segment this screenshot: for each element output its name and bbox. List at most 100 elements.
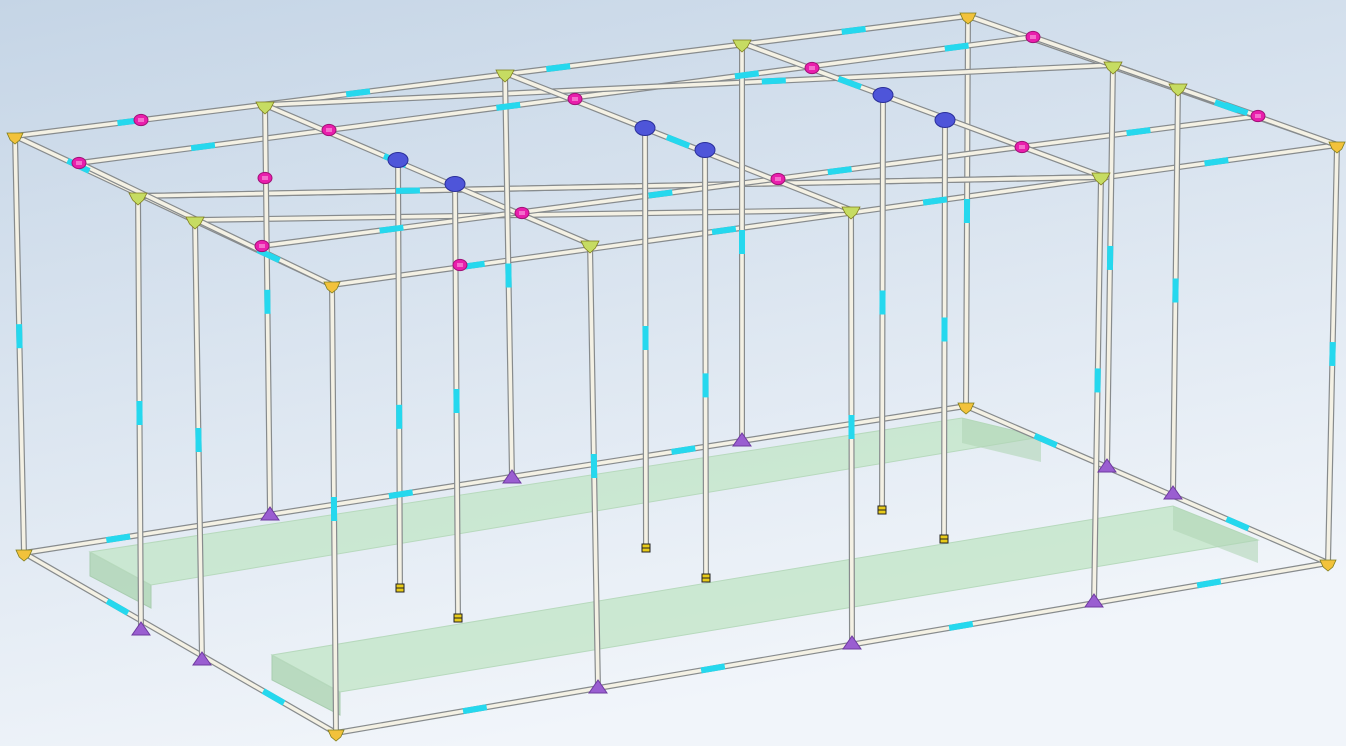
coupler-26[interactable] bbox=[379, 224, 404, 234]
foot-connector-icon[interactable] bbox=[732, 432, 752, 447]
coupler-36[interactable] bbox=[16, 324, 23, 349]
coupler-2[interactable] bbox=[462, 704, 488, 715]
corner-connector-icon[interactable] bbox=[323, 281, 341, 294]
tee-connector-icon[interactable] bbox=[804, 61, 820, 75]
weight-tag-icon[interactable] bbox=[701, 573, 711, 583]
hanger-connector-icon[interactable] bbox=[634, 120, 656, 136]
coupler-27[interactable] bbox=[648, 189, 673, 199]
ridge-connector-icon[interactable] bbox=[580, 240, 600, 254]
coupler-4[interactable] bbox=[948, 620, 974, 631]
pipe-19[interactable] bbox=[263, 63, 1115, 107]
coupler-1[interactable] bbox=[261, 688, 286, 706]
pipe-3[interactable] bbox=[22, 404, 968, 555]
pipe-24[interactable] bbox=[77, 161, 334, 287]
coupler-3[interactable] bbox=[700, 663, 726, 674]
ridge-connector-icon[interactable] bbox=[732, 39, 752, 53]
foot-connector-icon[interactable] bbox=[842, 635, 862, 650]
foot-connector-icon[interactable] bbox=[131, 621, 151, 636]
ridge-connector-icon[interactable] bbox=[1103, 61, 1123, 75]
weight-tag-icon[interactable] bbox=[453, 613, 463, 623]
hanger-connector-icon[interactable] bbox=[694, 142, 716, 158]
pipe-17[interactable] bbox=[77, 35, 1035, 165]
tee-connector-icon[interactable] bbox=[770, 172, 786, 186]
weight-tag-icon[interactable] bbox=[877, 505, 887, 515]
pipe-34[interactable] bbox=[396, 158, 402, 590]
coupler-9[interactable] bbox=[388, 489, 414, 500]
foot-connector-icon[interactable] bbox=[260, 506, 280, 521]
foot-connector-icon[interactable] bbox=[1163, 485, 1183, 500]
coupler-5[interactable] bbox=[1196, 578, 1222, 589]
tee-connector-icon[interactable] bbox=[254, 239, 270, 253]
hanger-connector-icon[interactable] bbox=[387, 152, 409, 168]
tee-connector-icon[interactable] bbox=[71, 156, 87, 170]
pipe-7[interactable] bbox=[13, 14, 970, 138]
ridge-connector-icon[interactable] bbox=[841, 206, 861, 220]
tee-connector-icon[interactable] bbox=[1025, 30, 1041, 44]
corner-connector-icon[interactable] bbox=[957, 402, 975, 415]
coupler-35[interactable] bbox=[1223, 102, 1249, 116]
coupler-6[interactable] bbox=[1225, 516, 1250, 532]
tee-connector-icon[interactable] bbox=[321, 123, 337, 137]
coupler-11[interactable] bbox=[841, 25, 866, 35]
pipe-0[interactable] bbox=[22, 551, 338, 735]
tee-connector-icon[interactable] bbox=[514, 206, 530, 220]
corner-connector-icon[interactable] bbox=[959, 12, 977, 25]
pipe-18[interactable] bbox=[260, 114, 1260, 248]
coupler-0[interactable] bbox=[105, 598, 130, 616]
foot-connector-icon[interactable] bbox=[1097, 458, 1117, 473]
coupler-22[interactable] bbox=[190, 142, 216, 152]
foot-connector-icon[interactable] bbox=[502, 469, 522, 484]
coupler-12[interactable] bbox=[545, 63, 571, 73]
coupler-33[interactable] bbox=[665, 134, 691, 149]
ridge-connector-icon[interactable] bbox=[495, 69, 515, 83]
tee-connector-icon[interactable] bbox=[452, 258, 468, 272]
coupler-34[interactable] bbox=[837, 75, 862, 90]
coupler-29[interactable] bbox=[1126, 127, 1151, 137]
corner-connector-icon[interactable] bbox=[1319, 559, 1337, 572]
coupler-7[interactable] bbox=[1033, 433, 1058, 449]
ridge-connector-icon[interactable] bbox=[1091, 172, 1111, 186]
tee-connector-icon[interactable] bbox=[133, 113, 149, 127]
hanger-connector-icon[interactable] bbox=[444, 176, 466, 192]
foot-connector-icon[interactable] bbox=[192, 651, 212, 666]
corner-connector-icon[interactable] bbox=[15, 549, 33, 562]
coupler-23[interactable] bbox=[496, 101, 521, 111]
coupler-28[interactable] bbox=[827, 166, 852, 176]
weight-tag-icon[interactable] bbox=[641, 543, 651, 553]
pipe-20[interactable] bbox=[263, 103, 592, 246]
coupler-30[interactable] bbox=[761, 77, 786, 85]
coupler-17[interactable] bbox=[922, 196, 948, 206]
coupler-8[interactable] bbox=[671, 445, 696, 455]
corner-connector-icon[interactable] bbox=[1328, 141, 1346, 154]
pipe-2[interactable] bbox=[964, 404, 1330, 565]
foot-connector-icon[interactable] bbox=[588, 679, 608, 694]
weight-tag-icon[interactable] bbox=[939, 534, 949, 544]
pipe-1[interactable] bbox=[334, 561, 1330, 735]
tee-connector-icon[interactable] bbox=[257, 171, 273, 185]
corner-connector-icon[interactable] bbox=[327, 729, 345, 742]
coupler-37[interactable] bbox=[1329, 341, 1336, 367]
foot-connector-icon[interactable] bbox=[1084, 593, 1104, 608]
coupler-24[interactable] bbox=[734, 70, 760, 80]
coupler-25[interactable] bbox=[944, 42, 969, 52]
tee-connector-icon[interactable] bbox=[1014, 140, 1030, 154]
coupler-13[interactable] bbox=[345, 88, 371, 98]
pipe-37[interactable] bbox=[703, 148, 708, 580]
tee-connector-icon[interactable] bbox=[1250, 109, 1266, 123]
pipe-16[interactable] bbox=[136, 175, 1104, 198]
tee-connector-icon[interactable] bbox=[567, 92, 583, 106]
weight-tag-icon[interactable] bbox=[395, 583, 405, 593]
ridge-connector-icon[interactable] bbox=[255, 101, 275, 115]
ridge-connector-icon[interactable] bbox=[185, 216, 205, 230]
ridge-connector-icon[interactable] bbox=[1168, 83, 1188, 97]
pipe-5[interactable] bbox=[330, 143, 1339, 287]
coupler-16[interactable] bbox=[711, 225, 737, 236]
coupler-10[interactable] bbox=[105, 533, 131, 544]
pipe-22[interactable] bbox=[740, 41, 1103, 178]
ridge-connector-icon[interactable] bbox=[128, 192, 148, 206]
hanger-connector-icon[interactable] bbox=[872, 87, 894, 103]
coupler-18[interactable] bbox=[1204, 157, 1229, 167]
corner-connector-icon[interactable] bbox=[6, 132, 24, 145]
